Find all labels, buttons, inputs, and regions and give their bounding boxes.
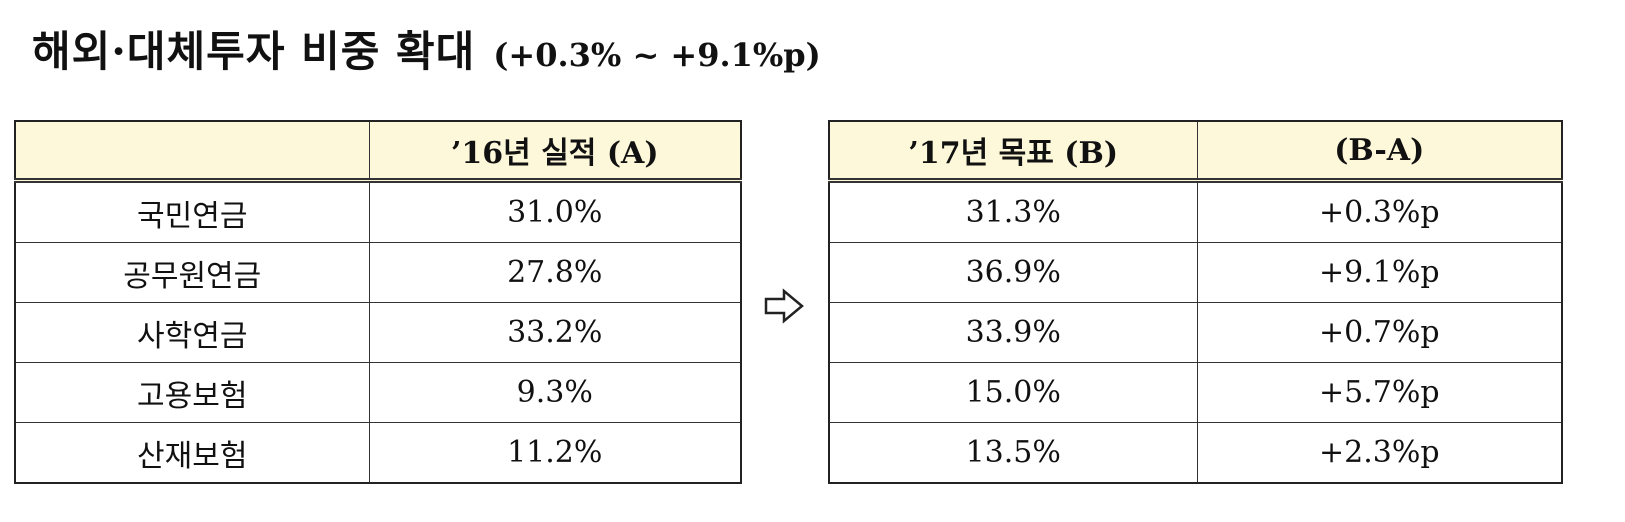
table-row: 국민연금 31.0% (14, 180, 742, 243)
table-cell: 36.9% (828, 242, 1198, 303)
title: 해외·대체투자 비중 확대 (32, 27, 476, 76)
title-block: 해외·대체투자 비중 확대 (+0.3% ~ +9.1%p) (32, 18, 821, 79)
table-cell: +0.3%p (1196, 180, 1563, 243)
header-cell: (B-A) (1196, 120, 1563, 183)
table-cell: 산재보험 (14, 422, 370, 484)
table-row: 공무원연금 27.8% (14, 242, 742, 303)
table-row: 31.3% +0.3%p (828, 180, 1563, 243)
table-row: 13.5% +2.3%p (828, 422, 1563, 484)
table-row: 산재보험 11.2% (14, 422, 742, 484)
table-row: 고용보험 9.3% (14, 362, 742, 423)
header-row: ’16년 실적 (A) (14, 120, 742, 183)
table-cell: 13.5% (828, 422, 1198, 484)
table-cell: 11.2% (368, 422, 742, 484)
table-cell: 15.0% (828, 362, 1198, 423)
table-cell: +0.7%p (1196, 302, 1563, 363)
table-cell: +2.3%p (1196, 422, 1563, 484)
left-table: ’16년 실적 (A) 국민연금 31.0% 공무원연금 27.8% 사학연금 33.2%… (14, 120, 742, 484)
table-cell: +5.7%p (1196, 362, 1563, 423)
table-cell: 27.8% (368, 242, 742, 303)
header-row: ’17년 목표 (B) (B-A) (828, 120, 1563, 183)
table-cell: 33.2% (368, 302, 742, 363)
table-cell: 공무원연금 (14, 242, 370, 303)
header-cell: ’16년 실적 (A) (368, 120, 742, 183)
table-cell: 고용보험 (14, 362, 370, 423)
table-cell: 31.0% (368, 180, 742, 243)
table-row: 15.0% +5.7%p (828, 362, 1563, 423)
table-cell: 사학연금 (14, 302, 370, 363)
right-table: ’17년 목표 (B) (B-A) 31.3% +0.3%p 36.9% +9.1%p 3… (828, 120, 1563, 484)
table-cell: +9.1%p (1196, 242, 1563, 303)
table-row: 33.9% +0.7%p (828, 302, 1563, 363)
subtitle: (+0.3% ~ +9.1%p) (493, 36, 821, 74)
table-row: 36.9% +9.1%p (828, 242, 1563, 303)
table-cell: 9.3% (368, 362, 742, 423)
table-row: 사학연금 33.2% (14, 302, 742, 363)
table-cell: 33.9% (828, 302, 1198, 363)
arrow-icon (764, 288, 804, 324)
header-cell: ’17년 목표 (B) (828, 120, 1198, 183)
blank-header (14, 120, 370, 183)
table-cell: 31.3% (828, 180, 1198, 243)
table-cell: 국민연금 (14, 180, 370, 243)
